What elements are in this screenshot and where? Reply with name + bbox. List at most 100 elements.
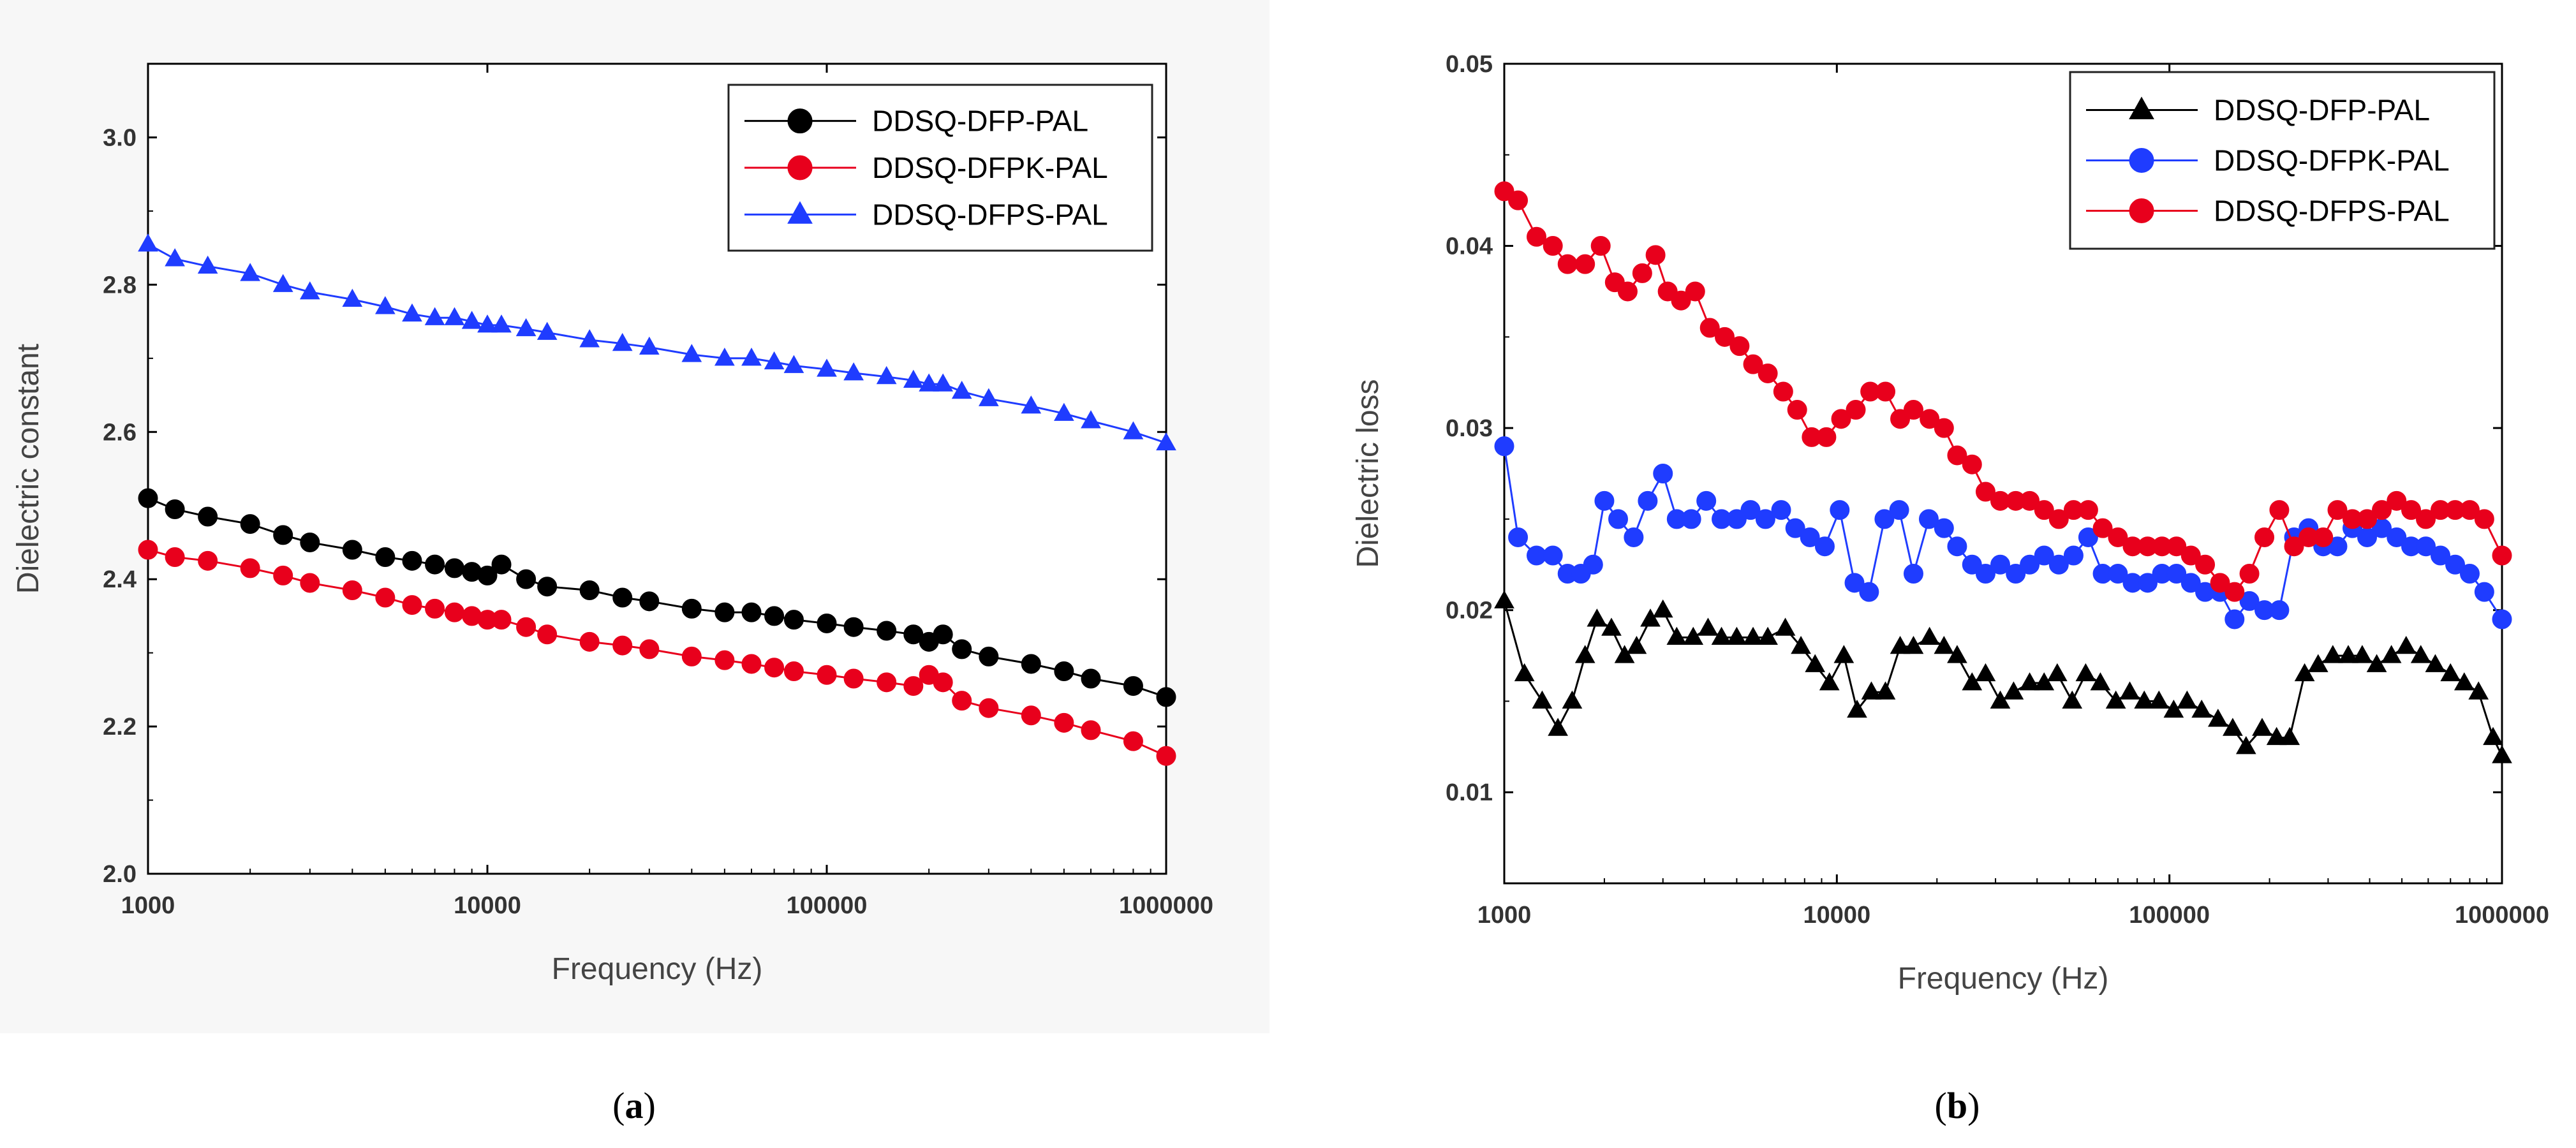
data-point xyxy=(2149,690,2170,709)
y-tick-label: 2.2 xyxy=(103,714,137,740)
data-point xyxy=(2235,736,2256,754)
data-point xyxy=(764,658,785,678)
data-point xyxy=(1543,236,1563,256)
caption-a-open: ( xyxy=(612,1085,625,1126)
data-point xyxy=(1587,608,1608,627)
data-point xyxy=(877,621,897,641)
data-point xyxy=(2239,591,2260,611)
legend: DDSQ-DFP-PAL DDSQ-DFPK-PAL DDSQ-DFPS-PAL xyxy=(2069,71,2496,250)
data-point xyxy=(2254,527,2275,547)
data-point xyxy=(1990,554,2010,575)
data-point xyxy=(1743,354,1763,374)
data-point xyxy=(2372,500,2392,520)
data-point xyxy=(1875,681,1896,700)
data-point xyxy=(1962,454,1982,475)
data-point xyxy=(1156,746,1176,766)
data-point xyxy=(2223,718,2243,736)
data-point xyxy=(1527,226,1547,247)
data-point xyxy=(477,314,498,333)
data-point xyxy=(2090,672,2111,691)
data-point xyxy=(1562,690,1583,709)
data-point xyxy=(2019,672,2040,691)
data-point xyxy=(1833,645,1854,663)
data-point xyxy=(491,554,512,575)
data-point xyxy=(165,547,185,568)
data-point xyxy=(1081,668,1101,689)
data-point xyxy=(402,595,422,615)
legend-label: DDSQ-DFPK-PAL xyxy=(872,151,1108,184)
data-point xyxy=(2138,573,2158,593)
data-point xyxy=(579,580,600,600)
data-point xyxy=(1947,645,1967,663)
data-point xyxy=(783,355,804,373)
data-point xyxy=(919,373,940,392)
data-point xyxy=(240,263,261,281)
data-point xyxy=(138,540,158,560)
data-point xyxy=(1557,254,1578,274)
data-point xyxy=(1640,608,1661,627)
data-point xyxy=(933,672,953,693)
data-point xyxy=(1920,409,1940,429)
data-point xyxy=(1696,490,1717,511)
data-point xyxy=(1847,699,1867,718)
x-tick-label: 100000 xyxy=(787,892,868,919)
data-point xyxy=(516,569,537,589)
data-point xyxy=(2266,726,2287,746)
data-point xyxy=(2092,518,2113,538)
data-point xyxy=(424,307,445,325)
data-point xyxy=(1814,536,1835,557)
x-tick-label: 1000 xyxy=(121,892,175,919)
data-point xyxy=(2047,663,2068,682)
data-point xyxy=(2338,645,2358,663)
x-tick-label: 1000 xyxy=(1477,902,1532,929)
data-point xyxy=(1830,500,1850,520)
data-point xyxy=(516,617,537,637)
x-tick-label: 10000 xyxy=(1803,902,1870,929)
data-point xyxy=(2034,500,2054,520)
data-point xyxy=(2387,527,2407,547)
data-point xyxy=(714,348,735,366)
data-point xyxy=(240,514,260,534)
data-point xyxy=(2445,554,2466,575)
data-point xyxy=(1081,720,1101,740)
series-ddsq-dfp-pal xyxy=(138,488,1176,707)
caption-b-open: ( xyxy=(1934,1085,1947,1126)
data-point xyxy=(1743,626,1763,645)
data-point xyxy=(1874,509,1895,529)
data-point xyxy=(2239,564,2260,584)
data-point xyxy=(375,587,396,608)
data-point xyxy=(300,573,320,593)
data-point xyxy=(1819,672,1840,691)
legend-marker xyxy=(2129,96,2154,119)
data-point xyxy=(1632,263,1652,283)
data-point xyxy=(1081,410,1101,429)
data-point xyxy=(1844,573,1865,593)
caption-b-letter: b xyxy=(1946,1085,1968,1126)
series-ddsq-dfps-pal xyxy=(1494,181,2512,602)
data-point xyxy=(1975,482,1995,502)
data-point xyxy=(1123,731,1143,751)
data-point xyxy=(1990,690,2011,709)
data-point xyxy=(138,233,158,252)
legend-marker xyxy=(2129,198,2154,223)
data-point xyxy=(1626,636,1647,654)
y-axis-label: Dielectric loss xyxy=(1351,379,1385,568)
data-point xyxy=(1903,636,1924,654)
data-point xyxy=(2003,681,2024,700)
y-tick-label: 0.01 xyxy=(1446,779,1493,806)
data-point xyxy=(1947,536,1967,557)
data-point xyxy=(2034,545,2054,566)
data-point xyxy=(1543,545,1563,566)
data-point xyxy=(2062,690,2083,709)
data-point xyxy=(741,348,762,366)
data-point xyxy=(477,565,498,585)
data-point xyxy=(1575,254,1595,274)
series-ddsq-dfps-pal xyxy=(138,233,1176,451)
data-point xyxy=(461,311,482,329)
data-point xyxy=(2327,500,2348,520)
data-point xyxy=(639,639,660,659)
data-point xyxy=(1962,672,1983,691)
data-point xyxy=(1021,395,1042,414)
data-point xyxy=(1681,509,1701,529)
data-point xyxy=(2195,554,2216,575)
